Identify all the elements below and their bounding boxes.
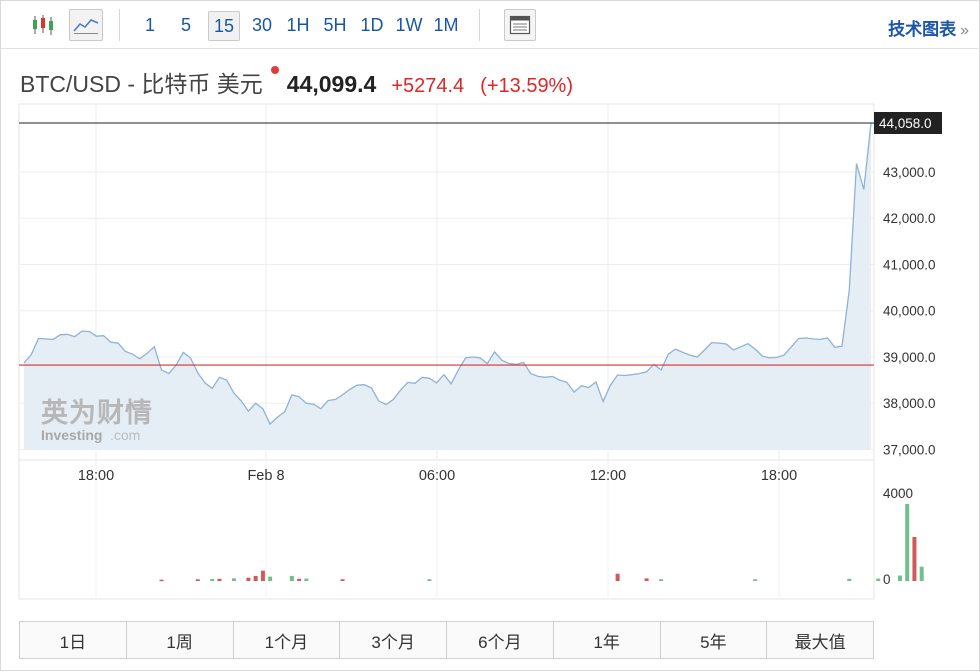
y-tick-label: 43,000.0 [883,165,936,180]
chevron-right-icon: » [960,22,969,39]
volume-bar [268,576,273,581]
toolbar-divider [479,9,480,41]
volume-bar [897,575,902,581]
interval-15[interactable]: 15 [208,11,240,41]
volume-bar [253,575,258,581]
chart-toolbar: 1 5 15 30 1H 5H 1D 1W 1M 技术图表» [1,1,980,49]
toolbar-divider [119,9,120,41]
volume-bar [195,579,200,581]
interval-5h[interactable]: 5H [323,15,347,35]
data-table-icon[interactable] [504,9,536,41]
volume-bar [912,537,917,581]
volume-bar [876,578,881,581]
range-button-5[interactable]: 1年 [553,622,661,658]
volume-bar [246,577,251,581]
volume-bar [615,573,620,581]
time-range-selector: 1日 1周 1个月 3个月 6个月 1年 5年 最大值 [19,621,874,659]
range-button-1[interactable]: 1周 [126,622,234,658]
interval-1[interactable]: 1 [144,15,155,35]
range-button-4[interactable]: 6个月 [447,622,554,658]
instrument-name: BTC/USD - 比特币 美元 [20,71,263,97]
volume-bar [644,578,649,581]
volume-bar [210,579,215,581]
volume-bar [905,504,910,581]
watermark-en: Investing [41,427,102,443]
price-line [23,122,872,426]
interval-1h[interactable]: 1H [286,15,310,35]
range-button-7[interactable]: 最大值 [767,622,873,658]
volume-bar [231,578,236,581]
volume-bar [304,578,309,581]
current-price-label: 44,058.0 [879,116,932,131]
volume-bar [659,579,664,581]
y-tick-label: 39,000.0 [883,350,936,365]
y-tick-label: 41,000.0 [883,257,936,272]
watermark-suffix: .com [110,427,140,443]
watermark-cn: 英为财情 [41,398,153,428]
volume-bar [260,570,265,581]
technical-chart-link[interactable]: 技术图表» [888,15,969,40]
y-tick-label: 40,000.0 [883,304,936,319]
y-tick-label: 38,000.0 [883,396,936,411]
volume-bar [427,579,432,581]
range-button-6[interactable]: 5年 [660,622,768,658]
x-tick-label: Feb 8 [247,468,284,484]
volume-bar [753,579,758,581]
x-tick-label: 12:00 [590,468,626,484]
line-chart-icon[interactable] [69,9,103,41]
x-tick-label: 18:00 [78,468,114,484]
interval-1d[interactable]: 1D [360,15,384,35]
volume-tick-label: 4000 [883,486,913,501]
range-button-0[interactable]: 1日 [20,622,127,658]
last-price: 44,099.4 [286,71,377,97]
range-button-3[interactable]: 3个月 [340,622,447,658]
interval-1m[interactable]: 1M [433,15,459,35]
volume-area [18,459,875,600]
interval-1w[interactable]: 1W [395,15,423,35]
current-price-badge [874,112,942,134]
range-button-2[interactable]: 1个月 [233,622,341,658]
interval-30[interactable]: 30 [251,15,273,35]
y-tick-label: 37,000.0 [883,443,936,458]
volume-bar [919,566,924,581]
price-area [24,122,871,450]
candlestick-chart-icon[interactable] [23,9,63,41]
volume-bar [297,578,302,581]
x-tick-label: 18:00 [761,468,797,484]
live-indicator-icon [270,66,279,74]
quote-header: BTC/USD - 比特币 美元 44,099.4 +5274.4 (+13.5… [20,65,573,99]
interval-5[interactable]: 5 [180,15,191,35]
volume-bar [340,579,345,581]
volume-bar [217,578,222,581]
volume-bar [289,575,294,581]
x-tick-label: 06:00 [419,468,455,484]
technical-chart-label: 技术图表 [888,20,957,39]
volume-tick-label: 0 [883,572,891,587]
volume-bar [847,578,852,581]
price-change: +5274.4 [391,75,465,97]
price-change-percent: (+13.59%) [480,75,574,97]
volume-bar [159,579,164,582]
y-tick-label: 42,000.0 [883,211,936,226]
